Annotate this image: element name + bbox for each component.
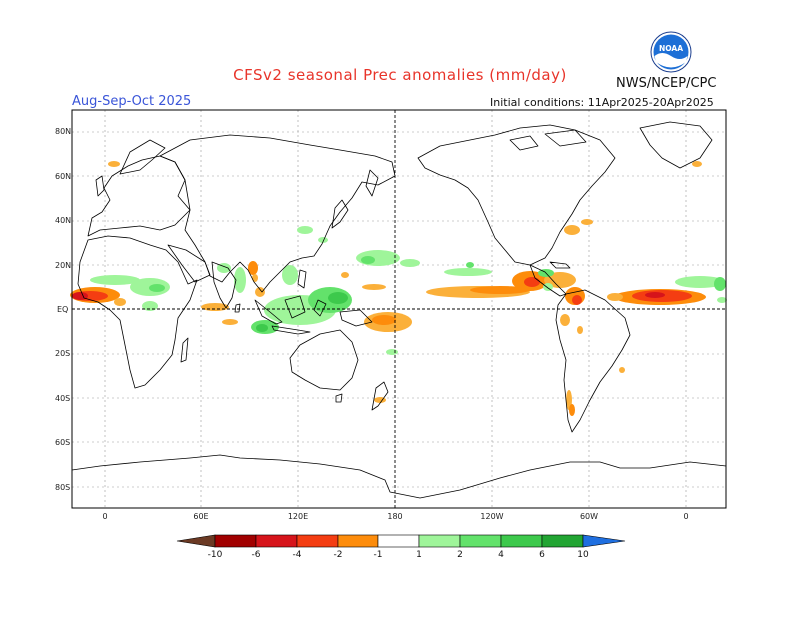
lon-label-0: 0 — [102, 512, 107, 521]
lon-label-0-east: 0 — [683, 512, 688, 521]
forecast-period: Aug-Sep-Oct 2025 — [72, 94, 192, 109]
latitude-labels: 80N 60N 40N 20N EQ 20S 40S 60S 80S — [55, 127, 71, 492]
svg-text:-2: -2 — [334, 550, 343, 560]
lon-label-120e: 120E — [288, 512, 308, 521]
lat-label-20s: 20S — [55, 349, 70, 358]
svg-text:-1: -1 — [374, 550, 383, 560]
longitude-labels: 0 60E 120E 180 120W 60W 0 — [102, 512, 688, 521]
wet-anomaly-central-pacific — [444, 268, 492, 276]
wet-anomaly-sahel — [90, 275, 140, 285]
lon-label-60e: 60E — [193, 512, 208, 521]
colorbar-labels: -10 -6 -4 -2 -1 1 2 4 6 10 — [208, 550, 589, 560]
lat-label-40n: 40N — [55, 216, 71, 225]
svg-text:1: 1 — [416, 550, 422, 560]
lat-label-20n: 20N — [55, 261, 71, 270]
dry-anomaly-myanmar — [248, 261, 258, 275]
lon-label-60w: 60W — [580, 512, 598, 521]
svg-text:10: 10 — [577, 550, 589, 560]
lat-label-60n: 60N — [55, 172, 71, 181]
dry-anomaly-caribbean — [544, 272, 576, 288]
lat-label-eq: EQ — [57, 305, 68, 314]
coastlines — [71, 121, 727, 499]
noaa-logo: NOAA — [650, 31, 692, 73]
lon-label-180: 180 — [387, 512, 402, 521]
svg-text:NOAA: NOAA — [659, 44, 683, 53]
agency-label: NWS/NCEP/CPC — [616, 76, 717, 91]
lat-label-60s: 60S — [55, 438, 70, 447]
svg-text:-10: -10 — [208, 550, 223, 560]
svg-text:2: 2 — [457, 550, 463, 560]
colorbar-arrow-wet — [582, 534, 626, 548]
lat-label-80n: 80N — [55, 127, 71, 136]
svg-text:-6: -6 — [252, 550, 261, 560]
svg-text:4: 4 — [498, 550, 504, 560]
lon-label-120w: 120W — [480, 512, 503, 521]
lat-label-80s: 80S — [55, 483, 70, 492]
initial-conditions: Initial conditions: 11Apr2025-20Apr2025 — [490, 96, 714, 109]
map-title: CFSv2 seasonal Prec anomalies (mm/day) — [233, 66, 567, 84]
colorbar-arrow-dry — [176, 534, 216, 548]
svg-text:6: 6 — [539, 550, 545, 560]
lat-label-40s: 40S — [55, 394, 70, 403]
grid-lines — [72, 110, 726, 508]
colorbar-legend — [176, 534, 626, 548]
svg-text:-4: -4 — [293, 550, 302, 560]
